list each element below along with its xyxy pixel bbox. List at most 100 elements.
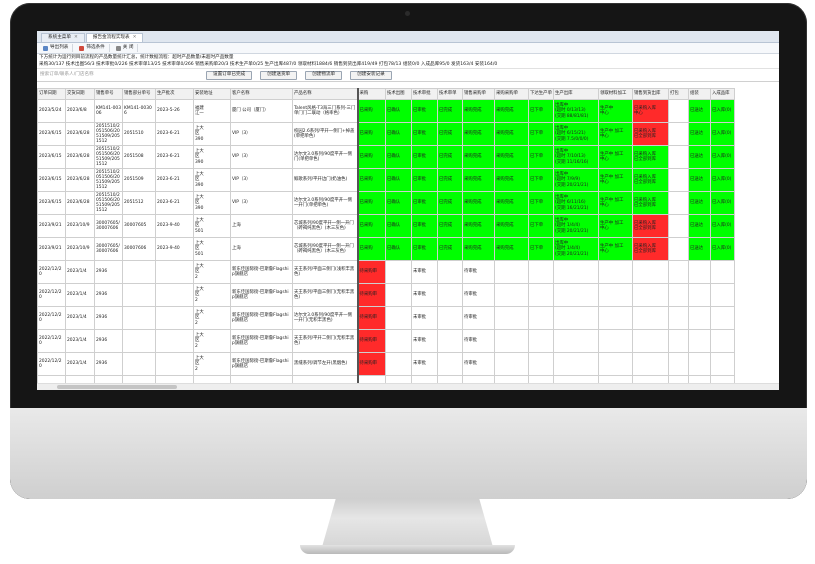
table-row[interactable]: 2023/9/21 2023/10/9 30007605/30007606 30007… xyxy=(37,214,735,238)
table-row[interactable]: 2022/12/20 2023/1/4 2936 上大区 2 新东佳国际街-巴斯鲁Flag… xyxy=(37,352,735,376)
status-cell xyxy=(668,145,689,169)
toolbar-button-0[interactable]: 导出列表 xyxy=(39,44,74,52)
table-row[interactable]: 2022/12/20 2023/1/4 2936 上大区 2 新东佳国际街-巴斯鲁Flag… xyxy=(37,283,735,307)
tab-close-icon[interactable]: ✕ xyxy=(132,35,137,41)
cell-addr: 上大区 2 xyxy=(193,306,231,330)
horizontal-scrollbar[interactable] xyxy=(37,383,779,390)
table-row[interactable]: 2023/6/15 2023/6/28 2051510/2 051506/20 5150… xyxy=(37,168,735,192)
cell-batch: 2023-6-21 xyxy=(155,168,194,192)
column-header[interactable]: 生产出库 xyxy=(553,88,599,100)
status-cell: 已审批 xyxy=(411,214,438,238)
status-cell xyxy=(688,283,711,307)
column-header[interactable]: 客户名称 xyxy=(230,88,293,100)
column-header[interactable]: 产品名称 xyxy=(292,88,359,100)
action-button-3[interactable]: 创建安装记录 xyxy=(350,70,392,80)
column-header[interactable]: 组装 xyxy=(688,88,711,100)
column-header[interactable]: 入成品库 xyxy=(710,88,735,100)
cell-date: 2023/6/15 xyxy=(37,168,66,192)
cell-product: 鲸歌系列/平开边门(奶油色) xyxy=(292,168,359,192)
cell-batch xyxy=(155,260,194,284)
tab-1[interactable]: 报告金流程实现表 ✕ xyxy=(85,33,144,42)
column-header[interactable]: 销售采购单 xyxy=(462,88,495,100)
column-header[interactable]: 生产批次 xyxy=(155,88,194,100)
toolbar-button-1[interactable]: 筛选条件 xyxy=(75,44,110,52)
status-cell xyxy=(710,352,735,376)
status-cell xyxy=(437,306,463,330)
tab-0[interactable]: 系统主菜单 ✕ xyxy=(41,33,85,42)
status-cell xyxy=(553,306,599,330)
status-cell: 生产中 加工 中心 xyxy=(598,191,633,215)
status-cell: 已采购入库 已全部到库 xyxy=(632,191,669,215)
column-header[interactable]: 交货日期 xyxy=(65,88,95,100)
column-header[interactable]: 技术审单 xyxy=(437,88,463,100)
status-cell: 采购完成 xyxy=(494,237,529,261)
status-cell: 生产中 加工 中心 xyxy=(598,122,633,146)
column-header[interactable]: 领取材料加工 xyxy=(598,88,633,100)
status-cell: 已下单 xyxy=(528,191,554,215)
cell-order: 2051510/2 051506/20 51509/205 1512 xyxy=(94,145,123,169)
column-header[interactable]: 安装地址 xyxy=(193,88,231,100)
cell-addr: 福建 江一 xyxy=(193,99,231,123)
table-row[interactable]: 2022/12/20 2023/1/4 2936 上大区 2 新东佳国际街-巴斯鲁Flag… xyxy=(37,260,735,284)
column-header[interactable]: 采购 xyxy=(357,88,386,100)
status-cell: 已完成 xyxy=(437,168,463,192)
column-header[interactable]: 销售单号 xyxy=(94,88,123,100)
cell-batch: 2023-6-21 xyxy=(155,122,194,146)
status-cell: 已送达 xyxy=(688,168,711,192)
column-header[interactable]: 技术出图 xyxy=(385,88,412,100)
action-button-2[interactable]: 创建物流单 xyxy=(305,70,343,80)
status-cell: 采购完成 xyxy=(494,99,529,123)
status-cell: 采购完成 xyxy=(494,191,529,215)
scroll-thumb[interactable] xyxy=(57,385,177,389)
column-header[interactable]: 销售部分单号 xyxy=(122,88,156,100)
search-input[interactable]: 搜索订单/联系人/门店名称 xyxy=(40,72,94,78)
cell-date: 2023/6/15 xyxy=(37,145,66,169)
cell-date: 2022/12/20 xyxy=(37,306,66,330)
status-cell xyxy=(632,329,669,353)
status-cell xyxy=(632,283,669,307)
monitor-stand xyxy=(322,499,493,547)
table-row[interactable]: 2023/6/15 2023/6/28 2051510/2 051506/20 5150… xyxy=(37,145,735,169)
status-cell: 已下单 xyxy=(528,122,554,146)
column-header[interactable]: 销售到货出库 xyxy=(632,88,669,100)
column-header[interactable]: 打包 xyxy=(668,88,689,100)
cell-date: 2023/5/24 xyxy=(37,99,66,123)
cell-delivery: 2023/1/4 xyxy=(65,329,95,353)
column-header[interactable]: 技术审批 xyxy=(411,88,438,100)
status-cell: 采购完成 xyxy=(494,122,529,146)
cell-customer: VIP（3） xyxy=(230,145,293,169)
table-row[interactable]: 2023/6/15 2023/6/28 2051510/2 051506/20 5150… xyxy=(37,122,735,146)
cell-date: 2022/12/20 xyxy=(37,283,66,307)
toolbar-button-2[interactable]: 关 闭 xyxy=(112,44,139,52)
status-cell: 出库中 (超时 6/11/16) (交期 16/21/21) xyxy=(553,191,599,215)
table-row[interactable]: 2022/12/20 2023/1/4 2936 上大区 2 新东佳国际街-巴斯鲁Flag… xyxy=(37,306,735,330)
table-row[interactable]: 2023/6/15 2023/6/28 2051510/2 051506/20 5150… xyxy=(37,191,735,215)
status-cell: 待审批 xyxy=(462,283,495,307)
status-cell: 已入库(0) xyxy=(710,145,735,169)
status-cell: 待采购审 xyxy=(357,352,386,376)
column-header[interactable]: 下达生产单 xyxy=(528,88,554,100)
status-cell: 生产中 加工 中心 xyxy=(598,145,633,169)
tab-label: 报告金流程实现表 xyxy=(92,35,130,41)
table-row[interactable]: 2023/5/24 2023/6/8 KM141-00306 KM141-00306 2… xyxy=(37,99,735,123)
status-cell xyxy=(710,306,735,330)
table-row[interactable]: 2023/9/21 2023/10/9 30007605/30007606 30007… xyxy=(37,237,735,261)
cell-order: 2936 xyxy=(94,260,123,284)
status-cell: 待采购审 xyxy=(357,283,386,307)
tab-label: 系统主菜单 xyxy=(48,35,71,41)
column-header[interactable]: 采购采购单 xyxy=(494,88,529,100)
stats-summary: 采购30/137 技术出图56/3 技术审批0/226 技术审单13/25 技术… xyxy=(37,61,779,69)
cell-customer: 新东佳国际街-巴斯鲁Flagship旗舰店 xyxy=(230,306,293,330)
status-cell xyxy=(598,352,633,376)
column-header[interactable]: 订单日期 xyxy=(37,88,66,100)
status-cell xyxy=(668,329,689,353)
table-row[interactable]: 2022/12/20 2023/1/4 2936 上大区 2 新东佳国际街-巴斯鲁Flag… xyxy=(37,329,735,353)
action-button-0[interactable]: 设置订单已完成 xyxy=(206,70,253,80)
status-cell xyxy=(553,352,599,376)
status-cell: 已采购 xyxy=(357,214,386,238)
status-cell: 已审批 xyxy=(411,145,438,169)
status-cell: 出库中 (超时 6/15/21) (交期 7.5/0/0/0) xyxy=(553,122,599,146)
tab-close-icon[interactable]: ✕ xyxy=(73,35,78,41)
status-cell: 未审批 xyxy=(411,260,438,284)
action-button-1[interactable]: 创建送货单 xyxy=(260,70,298,80)
